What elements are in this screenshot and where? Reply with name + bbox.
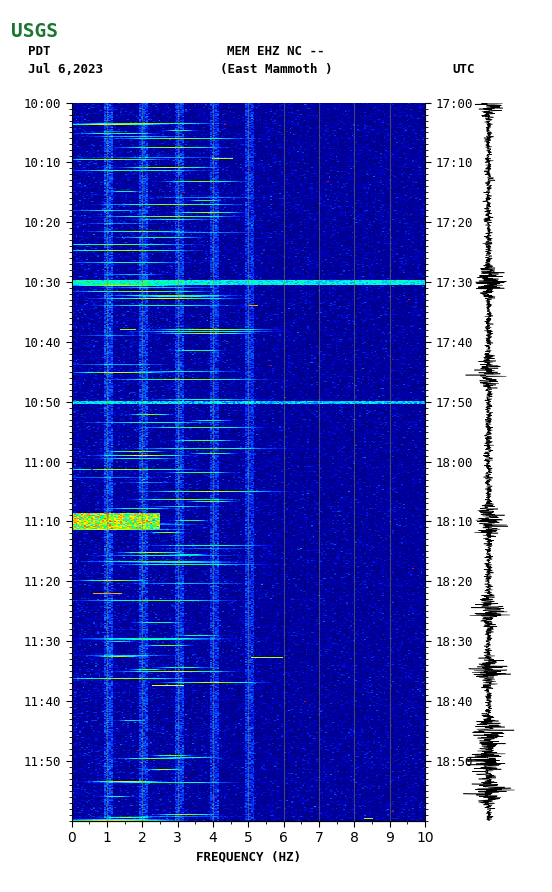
Text: MEM EHZ NC --: MEM EHZ NC -- xyxy=(227,45,325,58)
Text: USGS: USGS xyxy=(11,22,58,41)
Text: Jul 6,2023: Jul 6,2023 xyxy=(28,62,103,76)
X-axis label: FREQUENCY (HZ): FREQUENCY (HZ) xyxy=(196,851,301,863)
Text: PDT: PDT xyxy=(28,45,50,58)
Text: UTC: UTC xyxy=(453,62,475,76)
Text: (East Mammoth ): (East Mammoth ) xyxy=(220,62,332,76)
